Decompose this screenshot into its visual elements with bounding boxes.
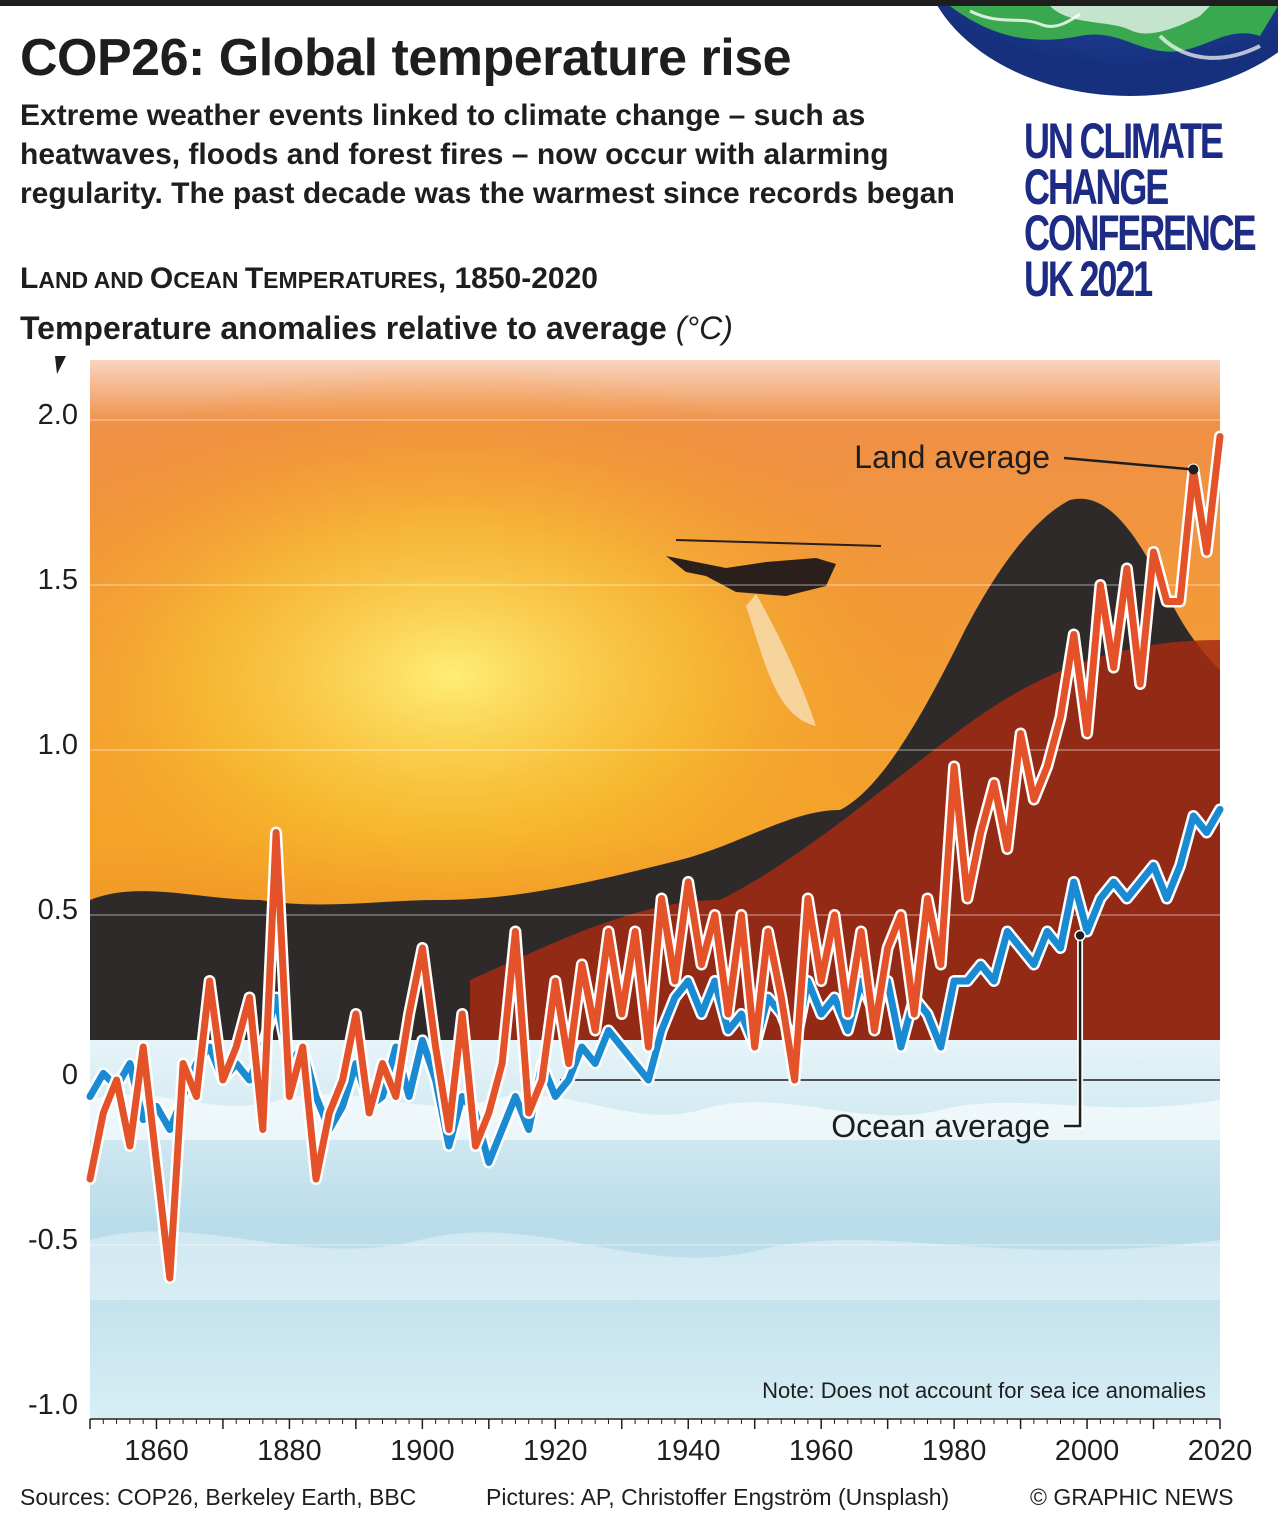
chart-measure: Temperature anomalies relative to averag…: [20, 310, 733, 347]
page-title: COP26: Global temperature rise: [20, 29, 792, 87]
subtitle-t: T: [244, 262, 264, 295]
background-photo: [90, 360, 1220, 1418]
subtitle-years: , 1850-2020: [437, 262, 598, 295]
subtitle-temp-rest: EMPERATURES: [263, 267, 438, 293]
land-average-label: Land average: [854, 439, 1050, 475]
chart-subtitle: LAND AND OCEAN TEMPERATURES, 1850-2020: [20, 262, 598, 296]
temperature-chart: 2.0 1.5 1.0 0.5 0 -0.5 -1.0 1860 1880 1900 1920 19…: [28, 356, 1253, 1467]
subtitle-ocean-rest: CEAN: [173, 267, 245, 293]
chart-note: Note: Does not account for sea ice anoma…: [762, 1378, 1206, 1403]
x-tick-label: 1920: [523, 1435, 588, 1467]
subtitle-l: L: [20, 262, 39, 295]
measure-text: Temperature anomalies relative to averag…: [20, 310, 667, 346]
x-tick-label: 1860: [124, 1435, 189, 1467]
y-tick-label: 0.5: [38, 894, 78, 926]
intro-text: Extreme weather events linked to climate…: [20, 99, 955, 210]
x-tick-label: 1980: [922, 1435, 987, 1467]
land-leader-line: [1063, 456, 1194, 471]
series-layer: [84, 430, 1226, 1284]
land-average-line: [86, 433, 1224, 1282]
logo-line-3: CONFERENCE: [1024, 205, 1257, 261]
land-leader-dot: [1188, 464, 1199, 475]
unit-label: (°C): [675, 310, 733, 346]
y-tick-label: 2.0: [38, 399, 78, 431]
ocean-leader-dot: [1074, 929, 1086, 942]
x-tick-label: 2000: [1055, 1435, 1120, 1467]
y-tick-labels: 2.0 1.5 1.0 0.5 0 -0.5 -1.0: [28, 356, 78, 1421]
y-tick-label: -0.5: [28, 1224, 78, 1256]
top-rule: [0, 0, 1278, 6]
footer-pictures: Pictures: AP, Christoffer Engström (Unsp…: [486, 1484, 950, 1510]
ocean-leader-line: [1064, 935, 1082, 1128]
y-tick-label: -1.0: [28, 1389, 78, 1421]
x-tick-label: 1880: [257, 1435, 322, 1467]
x-tick-label: 1960: [789, 1435, 854, 1467]
helicopter-icon: [666, 539, 882, 726]
logo-line-4: UK 2021: [1024, 251, 1153, 307]
axis-arrow-icon: [55, 356, 66, 374]
earth-globe-graphic: [937, 6, 1278, 96]
subtitle-o: O: [149, 262, 174, 295]
y-tick-label: 0: [62, 1059, 78, 1091]
logo-line-1: UN CLIMATE: [1024, 113, 1224, 169]
footer-copyright: © GRAPHIC NEWS: [1030, 1484, 1234, 1510]
y-tick-label: 1.5: [38, 564, 78, 596]
ocean-average-line: [86, 805, 1224, 1166]
footer-sources: Sources: COP26, Berkeley Earth, BBC: [20, 1484, 417, 1510]
x-tick-label: 1940: [656, 1435, 721, 1467]
y-tick-label: 1.0: [38, 729, 78, 761]
logo-line-2: CHANGE: [1024, 159, 1169, 215]
cop26-logo: UN CLIMATE CHANGE CONFERENCE UK 2021: [1024, 113, 1257, 307]
subtitle-land-rest: AND AND: [38, 267, 150, 293]
x-axis: 1860 1880 1900 1920 1940 1960 1980 2000 2020: [89, 1418, 1253, 1467]
x-tick-label: 2020: [1188, 1435, 1253, 1467]
x-tick-label: 1900: [390, 1435, 455, 1467]
ocean-average-label: Ocean average: [831, 1108, 1050, 1144]
